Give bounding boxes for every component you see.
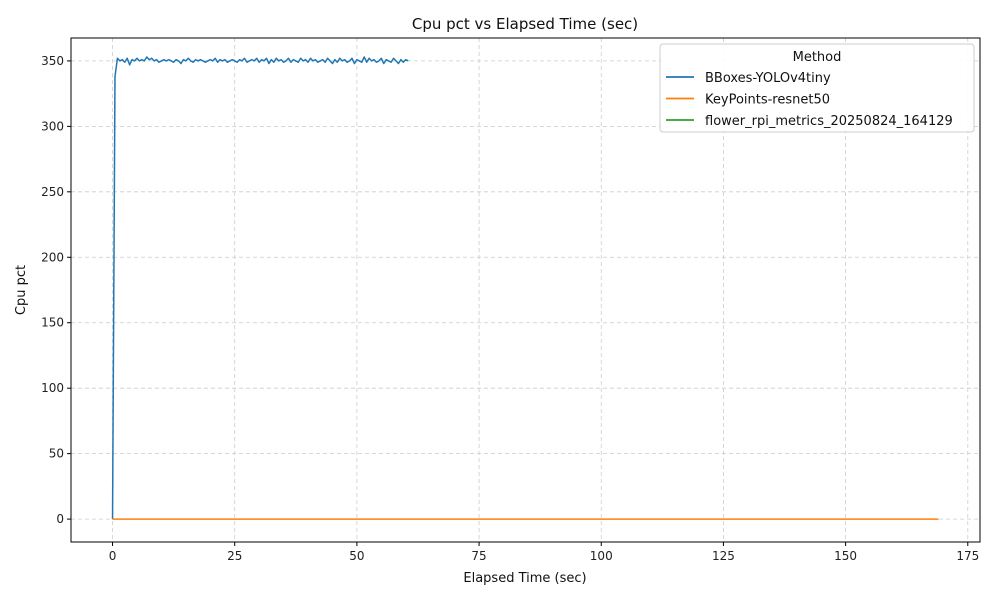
- y-tick-label: 250: [41, 185, 64, 199]
- x-axis-label: Elapsed Time (sec): [463, 571, 586, 586]
- x-tick-label: 175: [956, 549, 979, 563]
- y-tick-label: 50: [49, 447, 64, 461]
- x-tick-label: 150: [834, 549, 857, 563]
- y-tick-label: 300: [41, 119, 64, 133]
- x-axis-ticks: 0 25 50 75 100 125 150 175: [109, 542, 979, 563]
- y-tick-label: 150: [41, 316, 64, 330]
- series-lines: [111, 56, 939, 520]
- y-axis-label: Cpu pct: [14, 265, 29, 315]
- legend-title: Method: [793, 50, 842, 65]
- y-tick-label: 100: [41, 381, 64, 395]
- x-tick-label: 50: [349, 549, 364, 563]
- legend-label-2: flower_rpi_metrics_20250824_164129: [705, 114, 953, 129]
- y-tick-label: 200: [41, 250, 64, 264]
- x-tick-label: 125: [712, 549, 735, 563]
- y-tick-label: 0: [56, 512, 64, 526]
- legend-label-0: BBoxes-YOLOv4tiny: [705, 71, 831, 86]
- legend: Method BBoxes-YOLOv4tiny KeyPoints-resnet…: [659, 43, 975, 133]
- x-tick-label: 100: [590, 549, 613, 563]
- series-line-0: [111, 56, 409, 520]
- legend-label-1: KeyPoints-resnet50: [705, 93, 830, 108]
- plot-frame: [70, 37, 981, 543]
- x-tick-label: 75: [471, 549, 486, 563]
- y-axis-ticks: 0 50 100 150 200 250 300 350: [41, 54, 71, 526]
- x-tick-label: 25: [227, 549, 242, 563]
- x-tick-label: 0: [109, 549, 117, 563]
- y-tick-label: 350: [41, 54, 64, 68]
- chart-title: Cpu pct vs Elapsed Time (sec): [412, 15, 638, 33]
- legend-box: [659, 43, 975, 133]
